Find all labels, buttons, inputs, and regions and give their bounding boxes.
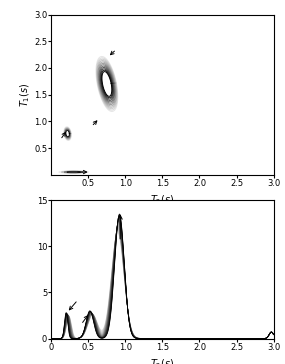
Y-axis label: $T_1(s)$: $T_1(s)$ [19, 82, 32, 107]
X-axis label: $T_2(s)$: $T_2(s)$ [150, 193, 175, 207]
X-axis label: $T_2(s)$: $T_2(s)$ [150, 357, 175, 364]
